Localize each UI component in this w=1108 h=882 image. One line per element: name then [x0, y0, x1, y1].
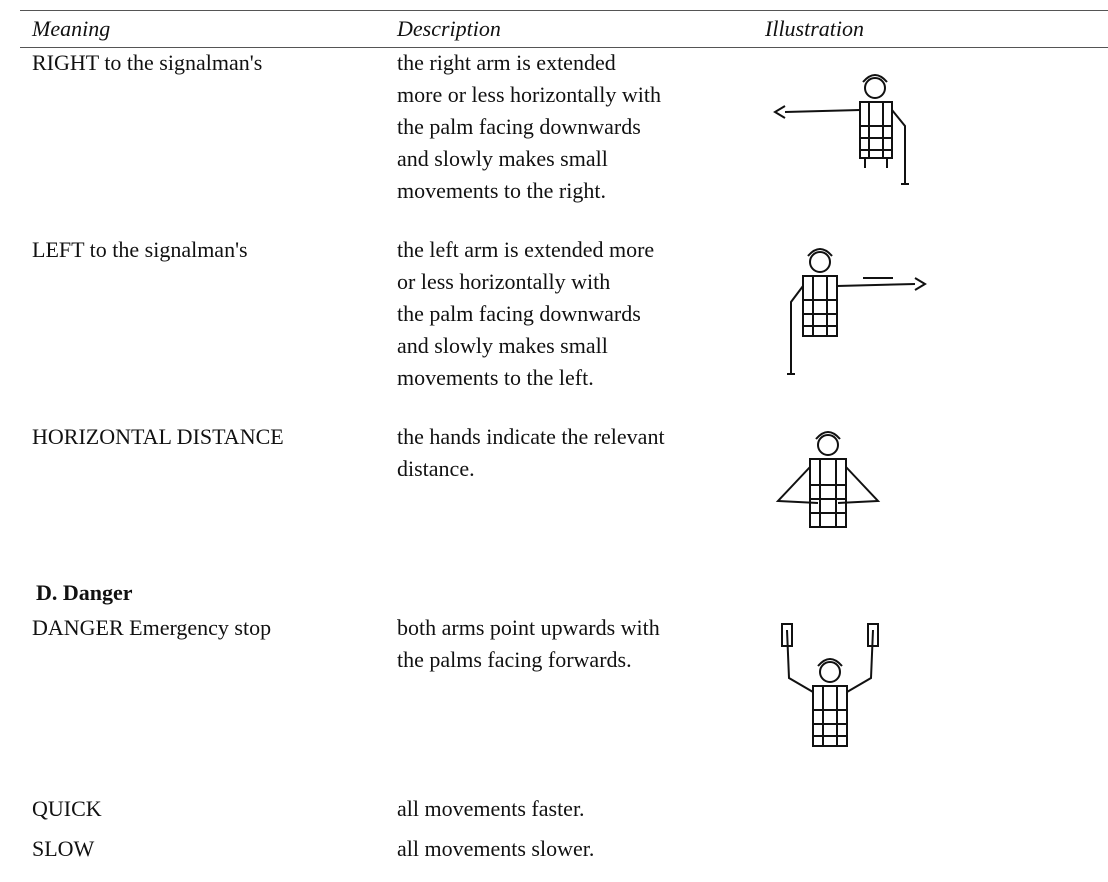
- description-line: and slowly makes small: [397, 146, 608, 171]
- column-header: Illustration: [765, 16, 865, 41]
- meaning: QUICK: [32, 796, 102, 821]
- section-title: D. Danger: [36, 580, 133, 605]
- description-line: the palm facing downwards: [397, 114, 641, 139]
- description-line: the left arm is extended more: [397, 237, 655, 262]
- meaning: SLOW: [32, 836, 95, 861]
- top-rule: [20, 10, 1108, 11]
- meaning: LEFT to the signalman's: [32, 237, 248, 262]
- illustration-left: [787, 248, 927, 375]
- description-line: and slowly makes small: [397, 333, 608, 358]
- meaning: HORIZONTAL DISTANCE: [32, 424, 284, 449]
- description-line: the hands indicate the relevant: [397, 424, 665, 449]
- description-line: or less horizontally with: [397, 269, 611, 294]
- description-line: the palm facing downwards: [397, 301, 641, 326]
- column-header: Description: [397, 16, 501, 41]
- description-line: all movements slower.: [397, 836, 595, 861]
- description-line: the palms facing forwards.: [397, 647, 632, 672]
- illustration-right: [773, 74, 909, 185]
- meaning: DANGER Emergency stop: [32, 615, 272, 640]
- illustration-distance: [775, 431, 881, 528]
- description-line: movements to the right.: [397, 178, 606, 203]
- description-line: movements to the left.: [397, 365, 594, 390]
- description-line: distance.: [397, 456, 475, 481]
- description-line: both arms point upwards with: [397, 615, 660, 640]
- header-rule: [20, 47, 1108, 48]
- description-line: all movements faster.: [397, 796, 585, 821]
- column-header: Meaning: [32, 16, 111, 41]
- illustration-danger: [781, 623, 879, 747]
- description-line: the right arm is extended: [397, 50, 616, 75]
- description-line: more or less horizontally with: [397, 82, 661, 107]
- meaning: RIGHT to the signalman's: [32, 50, 263, 75]
